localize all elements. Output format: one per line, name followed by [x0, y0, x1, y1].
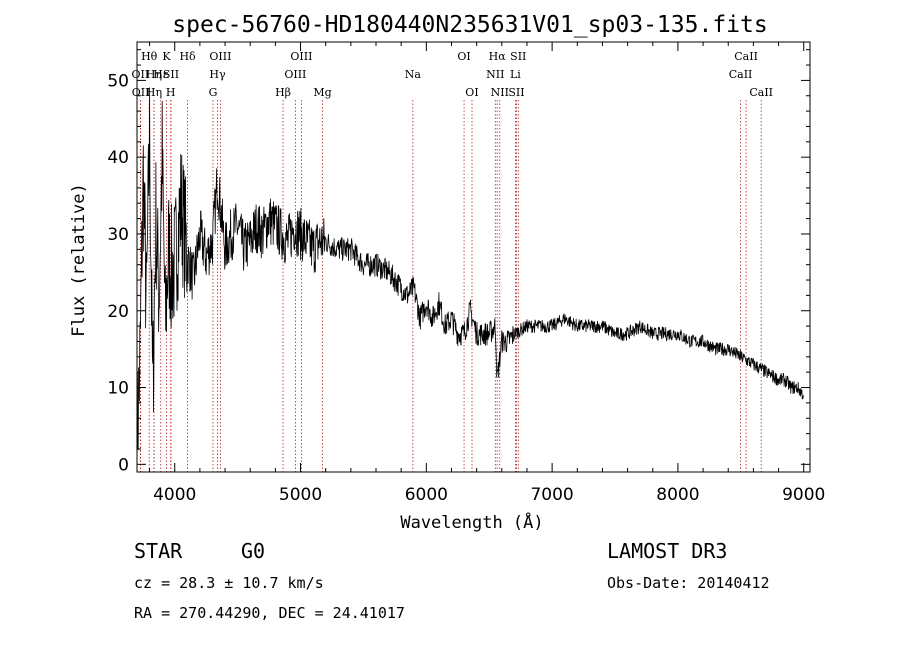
line-label-23: SII — [508, 86, 524, 99]
line-label-16: Mg — [313, 86, 331, 99]
chart-title: spec-56760-HD180440N235631V01_sp03-135.f… — [172, 12, 767, 38]
x-axis: 4000 5000 6000 7000 8000 9000 — [149, 42, 825, 505]
line-label-24: SII — [510, 50, 526, 63]
line-label-9: Hδ — [179, 50, 196, 63]
y-tick-label-10: 10 — [107, 379, 129, 399]
line-label-18: OI — [457, 50, 470, 63]
x-tick-label-6000: 6000 — [405, 485, 448, 505]
line-label-13: Hβ — [275, 86, 291, 99]
line-label-12: G — [209, 86, 218, 99]
x-axis-label: Wavelength (Å) — [400, 511, 543, 533]
line-label-22: NII — [491, 86, 509, 99]
y-axis: 0 10 20 30 40 50 — [107, 49, 810, 475]
line-label-27: CaII — [734, 50, 758, 63]
line-label-15: OIII — [290, 50, 312, 63]
line-label-3: Hη — [146, 68, 162, 81]
redshift-cz: cz = 28.3 ± 10.7 km/s — [134, 574, 324, 592]
survey-name: LAMOST DR3 — [607, 539, 728, 563]
line-label-1: OII — [132, 86, 150, 99]
line-label-25: Li — [510, 68, 521, 81]
line-label-19: OI — [465, 86, 478, 99]
line-label-26: CaII — [729, 68, 753, 81]
x-tick-label-5000: 5000 — [279, 485, 322, 505]
x-tick-label-9000: 9000 — [782, 485, 825, 505]
line-label-2: Hθ — [141, 50, 158, 63]
line-label-28: CaII — [749, 86, 773, 99]
line-label-11: Hγ — [209, 68, 226, 81]
line-label-17: Na — [405, 68, 422, 81]
spectrum-series — [136, 87, 804, 463]
line-label-14: OIII — [284, 68, 306, 81]
spectrum-line — [136, 87, 804, 463]
line-label-7: SII — [163, 68, 179, 81]
x-tick-label-8000: 8000 — [656, 485, 699, 505]
line-label-0: OII — [132, 68, 150, 81]
y-tick-label-0: 0 — [118, 455, 129, 475]
y-axis-label: Flux (relative) — [69, 183, 89, 337]
y-tick-label-50: 50 — [107, 71, 129, 91]
line-label-8: H — [166, 86, 176, 99]
line-label-21: Hα — [489, 50, 507, 63]
x-tick-label-4000: 4000 — [153, 485, 196, 505]
y-tick-label-40: 40 — [107, 148, 129, 168]
plot-frame — [136, 41, 811, 473]
line-label-4: Hη — [146, 86, 162, 99]
object-subclass: G0 — [241, 539, 266, 563]
observation-date: Obs-Date: 20140412 — [607, 574, 770, 592]
line-label-5: Hε — [153, 68, 169, 81]
object-class: STAR — [134, 539, 183, 563]
coordinates: RA = 270.44290, DEC = 24.41017 — [134, 604, 405, 622]
y-tick-label-30: 30 — [107, 225, 129, 245]
x-tick-label-7000: 7000 — [530, 485, 573, 505]
line-label-10: OIII — [209, 50, 231, 63]
line-label-20: NII — [486, 68, 504, 81]
y-tick-label-20: 20 — [107, 302, 129, 322]
line-label-6: K — [162, 50, 171, 63]
